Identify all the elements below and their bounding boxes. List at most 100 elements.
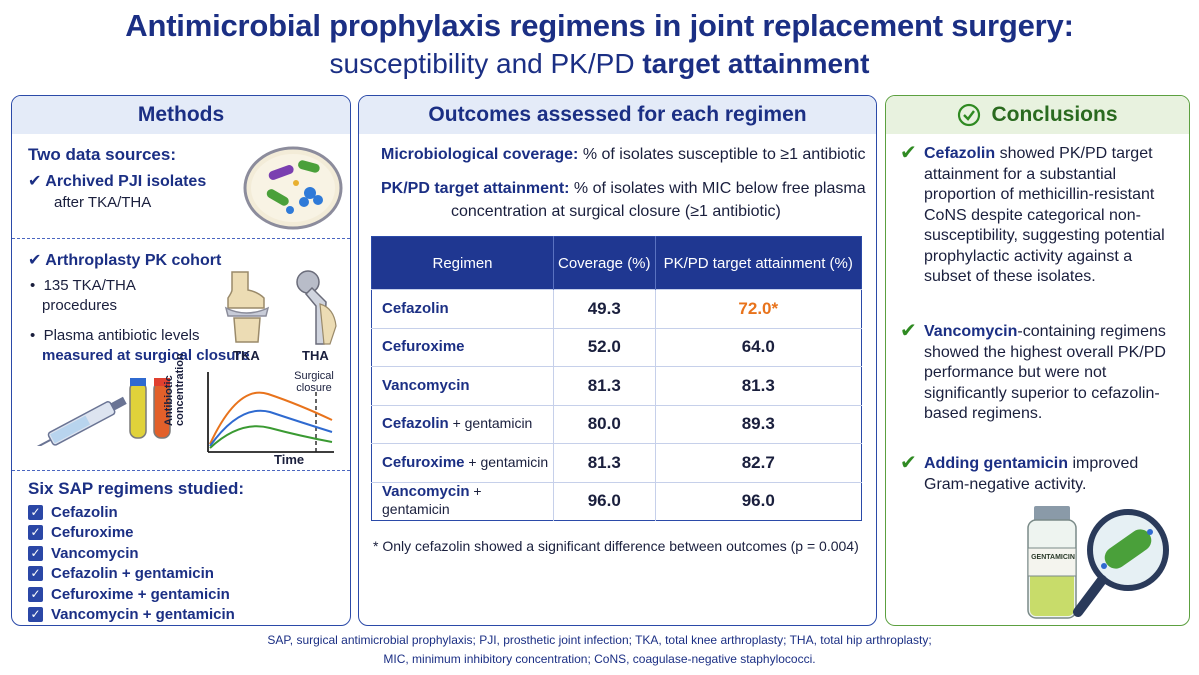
check-circle-icon bbox=[958, 103, 981, 127]
regimen-drug: Vancomycin bbox=[382, 376, 470, 394]
footer-abbreviations-1: SAP, surgical antimicrobial prophylaxis;… bbox=[267, 633, 932, 647]
coverage-cell: 80.0 bbox=[553, 404, 656, 444]
petri-dish-icon bbox=[243, 146, 343, 230]
check-icon: ✔ bbox=[900, 452, 917, 474]
regimen-drug: Vancomycin bbox=[382, 483, 470, 501]
pk-cohort-item: ✔ Arthroplasty PK cohort bbox=[28, 250, 221, 270]
regimen-addon: + gentamicin bbox=[382, 483, 482, 518]
coverage-cell: 52.0 bbox=[553, 327, 656, 367]
conclusion-2: ✔ Vancomycin-containing regimens showed t… bbox=[900, 320, 1166, 422]
pkpd-cell: 96.0 bbox=[655, 481, 862, 521]
regimen-cell: Cefuroxime bbox=[371, 327, 554, 367]
methods-divider-2 bbox=[12, 470, 350, 471]
coverage-cell: 81.3 bbox=[553, 443, 656, 482]
conclusions-panel: Conclusions ✔ Cefazolin showed PK/PD targ… bbox=[885, 95, 1190, 626]
coverage-cell: 49.3 bbox=[553, 289, 656, 328]
cohort-bullet-1-cont: procedures bbox=[42, 297, 118, 314]
gentamicin-vial-magnifier-icon bbox=[1027, 506, 1169, 619]
check-icon: ✔ bbox=[28, 252, 42, 269]
table-footnote: * Only cefazolin showed a significant di… bbox=[373, 538, 859, 554]
table-row: Vancomycin + gentamicin 96.0 96.0 bbox=[371, 481, 862, 521]
pkpd-line-2: concentration at surgical closure (≥1 an… bbox=[451, 203, 781, 220]
knee-implant-icon bbox=[224, 271, 270, 343]
table-row: Cefazolin 49.3 72.0* bbox=[371, 289, 862, 328]
archived-isolates-sub: after TKA/THA bbox=[54, 194, 152, 211]
pkpd-cell: 72.0* bbox=[655, 289, 862, 328]
conclusions-heading: Conclusions bbox=[886, 96, 1189, 134]
two-sources-heading: Two data sources: bbox=[28, 145, 176, 164]
checkbox-icon: ✓ bbox=[28, 607, 43, 623]
pkpd-cell: 64.0 bbox=[655, 327, 862, 367]
coverage-cell: 96.0 bbox=[553, 481, 656, 521]
regimen-table: Regimen Coverage (%) PK/PD target attain… bbox=[371, 236, 862, 521]
coverage-cell: 81.3 bbox=[553, 366, 656, 405]
conclusion-3: ✔ Adding gentamicin improved Gram-negativ… bbox=[900, 452, 1139, 493]
subtitle-prefix: susceptibility and PK/PD bbox=[329, 48, 635, 79]
cohort-bullet-2: • Plasma antibiotic levels bbox=[30, 327, 200, 344]
list-item: ✓ Cefazolin bbox=[28, 502, 235, 523]
outcomes-panel: Outcomes assessed for each regimen Micro… bbox=[358, 95, 877, 626]
graph-marker-label: Surgical closure bbox=[294, 370, 334, 394]
pkpd-cell: 89.3 bbox=[655, 404, 862, 444]
regimen-drug: Cefazolin bbox=[382, 299, 449, 317]
tha-label: THA bbox=[302, 348, 329, 363]
footer-abbreviations-2: MIC, minimum inhibitory concentration; C… bbox=[383, 652, 816, 666]
check-icon: ✔ bbox=[28, 173, 42, 190]
checkbox-icon: ✓ bbox=[28, 586, 43, 602]
methods-divider-1 bbox=[12, 238, 350, 239]
check-icon: ✔ bbox=[900, 142, 917, 164]
pkpd-line-1: PK/PD target attainment: % of isolates w… bbox=[381, 180, 866, 197]
table-row: Cefazolin + gentamicin 80.0 89.3 bbox=[371, 404, 862, 444]
checkbox-icon: ✓ bbox=[28, 545, 43, 561]
check-icon: ✔ bbox=[900, 320, 917, 342]
regimen-cell: Cefazolin bbox=[371, 289, 554, 328]
conclusion-1: ✔ Cefazolin showed PK/PD target attainmen… bbox=[900, 142, 1165, 285]
pkpd-cell: 81.3 bbox=[655, 366, 862, 405]
column-header-pkpd: PK/PD target attainment (%) bbox=[655, 236, 862, 290]
regimen-drug: Cefuroxime bbox=[382, 338, 465, 356]
tka-label: TKA bbox=[233, 348, 260, 363]
regimen-addon: + gentamicin bbox=[448, 415, 533, 432]
graph-xlabel: Time bbox=[274, 452, 305, 467]
checkbox-icon: ✓ bbox=[28, 525, 43, 541]
list-item: ✓ Cefuroxime + gentamicin bbox=[28, 584, 235, 605]
regimen-table-body: Cefazolin 49.3 72.0* Cefuroxime 52.0 64.0 Vanc… bbox=[371, 289, 862, 521]
cohort-bullet-1: • 135 TKA/THA bbox=[30, 277, 136, 294]
hip-implant-icon bbox=[296, 270, 337, 345]
regimen-cell: Cefazolin + gentamicin bbox=[371, 404, 554, 444]
archived-isolates-item: ✔ Archived PJI isolates bbox=[28, 171, 206, 191]
list-item: ✓ Vancomycin bbox=[28, 543, 235, 564]
methods-heading: Methods bbox=[12, 96, 350, 134]
cohort-bullet-2-cont: measured at surgical closure bbox=[42, 347, 250, 364]
syringe-tubes-icon bbox=[32, 378, 171, 446]
methods-panel: Methods Two data sources: ✔ Archived PJI… bbox=[11, 95, 351, 626]
list-item: ✓ Vancomycin + gentamicin bbox=[28, 605, 235, 626]
regimen-cell: Cefuroxime + gentamicin bbox=[371, 443, 554, 482]
list-item: ✓ Cefazolin + gentamicin bbox=[28, 564, 235, 585]
outcomes-heading: Outcomes assessed for each regimen bbox=[359, 96, 876, 134]
pk-cohort-label: Arthroplasty PK cohort bbox=[45, 252, 222, 269]
column-header-regimen: Regimen bbox=[371, 236, 554, 290]
sap-regimen-list: ✓ Cefazolin ✓ Cefuroxime ✓ Vancomycin ✓ Cefa… bbox=[28, 502, 235, 625]
archived-isolates-label: Archived PJI isolates bbox=[45, 173, 207, 190]
checkbox-icon: ✓ bbox=[28, 566, 43, 582]
graph-ylabel: Antibiotic concentration bbox=[163, 353, 186, 426]
regimen-cell: Vancomycin + gentamicin bbox=[371, 481, 554, 521]
subtitle-bold: target attainment bbox=[642, 48, 870, 79]
vial-label: GENTAMICIN bbox=[1031, 554, 1075, 561]
regimen-drug: Cefuroxime bbox=[382, 453, 465, 471]
table-header-row: Regimen Coverage (%) PK/PD target attain… bbox=[371, 236, 862, 290]
column-header-coverage: Coverage (%) bbox=[553, 236, 656, 290]
list-item: ✓ Cefuroxime bbox=[28, 523, 235, 544]
page-subtitle: susceptibility and PK/PD target attainme… bbox=[0, 48, 1199, 80]
micro-coverage-line: Microbiological coverage: % of isolates … bbox=[381, 146, 866, 163]
page-title: Antimicrobial prophylaxis regimens in jo… bbox=[125, 8, 1074, 43]
table-row: Vancomycin 81.3 81.3 bbox=[371, 366, 862, 405]
regimen-cell: Vancomycin bbox=[371, 366, 554, 405]
sap-heading: Six SAP regimens studied: bbox=[28, 479, 245, 498]
concentration-graph-icon bbox=[207, 372, 334, 453]
table-row: Cefuroxime + gentamicin 81.3 82.7 bbox=[371, 443, 862, 482]
regimen-addon: + gentamicin bbox=[464, 453, 549, 470]
table-row: Cefuroxime 52.0 64.0 bbox=[371, 327, 862, 367]
pkpd-cell: 82.7 bbox=[655, 443, 862, 482]
